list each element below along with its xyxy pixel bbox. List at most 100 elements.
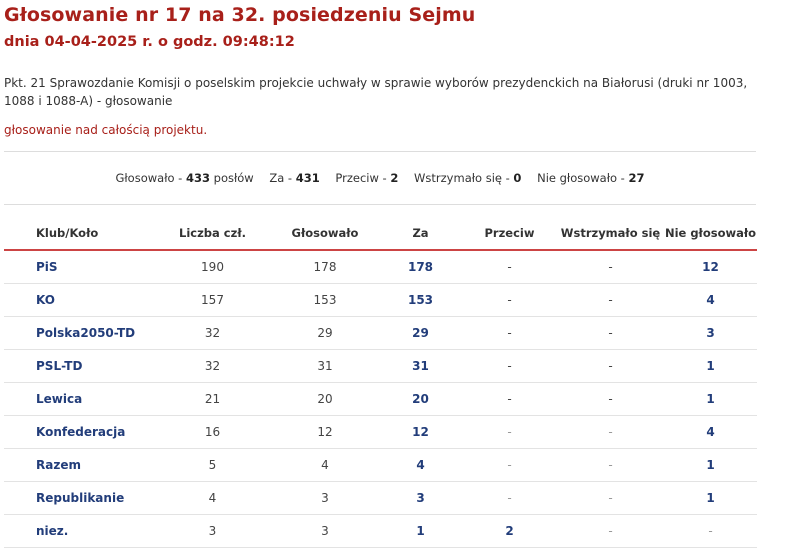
- summary-wstrzymalo: Wstrzymało się - 0: [414, 171, 522, 185]
- cell-club-link[interactable]: Lewica: [36, 392, 83, 406]
- cell-voted: 153: [271, 283, 379, 317]
- cell-za-link[interactable]: 4: [416, 458, 425, 472]
- cell-voted: 3: [271, 481, 379, 515]
- summary-za: Za - 431: [269, 171, 320, 185]
- cell-nie-glosowalo-link[interactable]: 4: [706, 293, 715, 307]
- cell-nie-glosowalo-link[interactable]: 1: [706, 392, 715, 406]
- cell-nie-glosowalo: 12: [664, 250, 757, 284]
- cell-members: 5: [154, 448, 271, 482]
- cell-nie-glosowalo: 1: [664, 349, 757, 383]
- cell-przeciw: -: [462, 481, 557, 515]
- cell-za: 3: [379, 481, 462, 515]
- cell-za: 153: [379, 283, 462, 317]
- cell-wstrzymalo: -: [557, 448, 664, 482]
- cell-members: 3: [154, 514, 271, 548]
- cell-przeciw: -: [462, 349, 557, 383]
- cell-za-link[interactable]: 12: [412, 425, 429, 439]
- cell-za-link[interactable]: 1: [416, 524, 425, 538]
- cell-za-link[interactable]: 29: [412, 326, 429, 340]
- col-header-voted: Głosowało: [271, 217, 379, 251]
- cell-za-link[interactable]: 20: [412, 392, 429, 406]
- cell-za-link[interactable]: 178: [407, 260, 434, 274]
- cell-members: 32: [154, 316, 271, 350]
- cell-przeciw: -: [462, 250, 557, 284]
- summary-voted: Głosowało - 433 posłów: [115, 171, 254, 185]
- cell-nie-glosowalo: 1: [664, 382, 757, 416]
- cell-club: Polska2050-TD: [4, 316, 154, 350]
- cell-club-link[interactable]: PSL-TD: [36, 359, 83, 373]
- cell-nie-glosowalo-link[interactable]: 1: [706, 491, 715, 505]
- cell-club-link[interactable]: Konfederacja: [36, 425, 126, 439]
- divider-summary: [4, 204, 756, 205]
- vote-summary: Głosowało - 433 posłów Za - 431 Przeciw …: [0, 171, 760, 185]
- table-row: Konfederacja 16 12 12- -4: [4, 415, 757, 449]
- cell-club: niez.: [4, 514, 154, 548]
- col-header-przeciw: Przeciw: [462, 217, 557, 251]
- cell-club: PSL-TD: [4, 349, 154, 383]
- cell-nie-glosowalo-link[interactable]: 3: [706, 326, 715, 340]
- cell-voted: 29: [271, 316, 379, 350]
- cell-club: Razem: [4, 448, 154, 482]
- cell-voted: 20: [271, 382, 379, 416]
- col-header-nie-glosowalo: Nie głosowało: [664, 217, 757, 251]
- cell-za-link[interactable]: 3: [416, 491, 425, 505]
- table-header-row: Klub/Koło Liczba czł. Głosowało Za Przec…: [4, 217, 757, 251]
- cell-wstrzymalo: -: [557, 514, 664, 548]
- results-table: Klub/Koło Liczba czł. Głosowało Za Przec…: [4, 217, 757, 548]
- cell-club-link[interactable]: niez.: [36, 524, 69, 538]
- cell-wstrzymalo: -: [557, 316, 664, 350]
- cell-przeciw: -: [462, 448, 557, 482]
- cell-przeciw-link[interactable]: 2: [505, 524, 514, 538]
- cell-za: 31: [379, 349, 462, 383]
- cell-przeciw: -: [462, 283, 557, 317]
- cell-wstrzymalo: -: [557, 283, 664, 317]
- table-row: niez. 3 3 1 2 - -: [4, 514, 757, 548]
- cell-club-link[interactable]: Polska2050-TD: [36, 326, 136, 340]
- cell-voted: 178: [271, 250, 379, 284]
- cell-members: 21: [154, 382, 271, 416]
- cell-club: PiS: [4, 250, 154, 284]
- agenda-item-description: Pkt. 21 Sprawozdanie Komisji o poselskim…: [4, 76, 748, 108]
- cell-wstrzymalo: -: [557, 481, 664, 515]
- cell-club: KO: [4, 283, 154, 317]
- cell-club-link[interactable]: Razem: [36, 458, 81, 472]
- cell-members: 190: [154, 250, 271, 284]
- page-title: Głosowanie nr 17 na 32. posiedzeniu Sejm…: [4, 4, 476, 26]
- cell-przeciw: -: [462, 316, 557, 350]
- cell-nie-glosowalo: 1: [664, 448, 757, 482]
- cell-club-link[interactable]: PiS: [36, 260, 58, 274]
- col-header-wstrzymalo: Wstrzymało się: [557, 217, 664, 251]
- cell-wstrzymalo: -: [557, 250, 664, 284]
- cell-za: 4: [379, 448, 462, 482]
- col-header-members: Liczba czł.: [154, 217, 271, 251]
- cell-za: 1: [379, 514, 462, 548]
- table-row: PSL-TD 32 31 31- -1: [4, 349, 757, 383]
- cell-members: 16: [154, 415, 271, 449]
- cell-wstrzymalo: -: [557, 382, 664, 416]
- cell-nie-glosowalo-link[interactable]: 1: [706, 359, 715, 373]
- cell-nie-glosowalo: 1: [664, 481, 757, 515]
- col-header-club: Klub/Koło: [4, 217, 154, 251]
- cell-przeciw: 2: [462, 514, 557, 548]
- cell-za-link[interactable]: 153: [407, 293, 434, 307]
- divider-top: [4, 151, 756, 152]
- cell-nie-glosowalo: 3: [664, 316, 757, 350]
- cell-voted: 3: [271, 514, 379, 548]
- table-row: Razem 5 4 4- -1: [4, 448, 757, 482]
- cell-nie-glosowalo-link[interactable]: 4: [706, 425, 715, 439]
- cell-za: 178: [379, 250, 462, 284]
- cell-nie-glosowalo: 4: [664, 283, 757, 317]
- summary-nie-glosowalo: Nie głosowało - 27: [537, 171, 645, 185]
- cell-nie-glosowalo-link[interactable]: 1: [706, 458, 715, 472]
- cell-za: 12: [379, 415, 462, 449]
- cell-club-link[interactable]: Republikanie: [36, 491, 125, 505]
- cell-club-link[interactable]: KO: [36, 293, 55, 307]
- cell-voted: 12: [271, 415, 379, 449]
- cell-voted: 4: [271, 448, 379, 482]
- cell-za-link[interactable]: 31: [412, 359, 429, 373]
- cell-nie-glosowalo-link[interactable]: 12: [702, 260, 719, 274]
- table-row: Polska2050-TD 32 29 29- -3: [4, 316, 757, 350]
- col-header-za: Za: [379, 217, 462, 251]
- vote-type: głosowanie nad całością projektu.: [4, 123, 208, 137]
- cell-za: 29: [379, 316, 462, 350]
